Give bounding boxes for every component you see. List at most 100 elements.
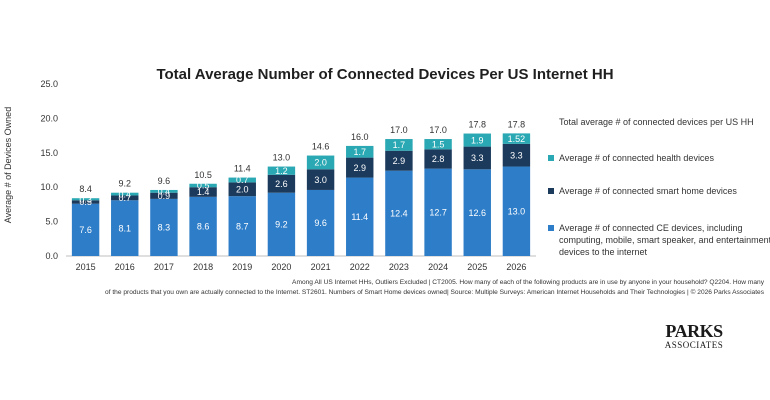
bar-segment: [267, 174, 296, 193]
data-label: 0.4: [158, 187, 171, 197]
data-label: 12.4: [390, 209, 408, 219]
data-label: 7.6: [79, 225, 92, 235]
x-tick-label: 2021: [311, 262, 331, 272]
bar-segment: [189, 187, 217, 197]
bar-segment: [267, 166, 296, 175]
x-tick-label: 2020: [271, 262, 291, 272]
bar-segment: [150, 192, 178, 199]
data-label: 13.0: [508, 206, 526, 216]
bar-segment: [346, 177, 374, 256]
legend-title: Total average # of connected devices per…: [559, 117, 754, 127]
bar-segment: [71, 198, 100, 201]
x-tick-label: 2026: [506, 262, 526, 272]
data-label: 2.6: [275, 179, 288, 189]
bar-segment: [424, 139, 452, 150]
bar-segment: [189, 183, 217, 188]
bar-segment: [189, 196, 217, 256]
x-tick-label: 2018: [193, 262, 213, 272]
bar-segment: [346, 157, 374, 178]
bar-segment: [228, 177, 256, 183]
total-label: 17.8: [468, 120, 486, 130]
total-label: 14.6: [312, 142, 330, 152]
data-label: 0.5: [79, 197, 92, 207]
data-label: 1.2: [275, 166, 288, 176]
bar-segment: [385, 150, 413, 171]
bar-segment: [463, 133, 491, 147]
x-tick-label: 2016: [115, 262, 135, 272]
data-label: 0.7: [118, 193, 131, 203]
legend-label-ce: Average # of connected CE devices, inclu…: [559, 223, 770, 257]
bar-segment: [424, 168, 452, 256]
data-label: 2.9: [353, 163, 366, 173]
data-label: 0.4: [118, 189, 131, 199]
legend-swatch-ce: [548, 225, 554, 231]
legend-item-health: Average # of connected health devices: [548, 152, 770, 164]
data-label: 2.8: [432, 154, 445, 164]
bar-segment: [150, 189, 178, 193]
y-tick-label: 25.0: [40, 79, 58, 89]
bar-segment: [463, 169, 491, 256]
bar-segment: [463, 146, 491, 170]
bar-segment: [150, 198, 178, 256]
data-label: 9.6: [314, 218, 327, 228]
bar-segment: [502, 133, 531, 144]
data-label: 8.3: [158, 223, 171, 233]
bar-segment: [111, 195, 139, 201]
x-tick-label: 2023: [389, 262, 409, 272]
bar-segment: [306, 189, 335, 256]
data-label: 0.9: [158, 191, 171, 201]
bar-segment: [385, 170, 413, 256]
total-label: 17.0: [390, 125, 408, 135]
x-tick-label: 2022: [350, 262, 370, 272]
bar-segment: [111, 192, 139, 196]
bar-segment: [306, 155, 335, 170]
y-tick-label: 0.0: [45, 251, 58, 261]
data-label: 11.4: [351, 212, 368, 222]
total-label: 17.8: [508, 119, 526, 129]
bar-segment: [71, 203, 100, 256]
data-label: 2.9: [393, 156, 406, 166]
data-label: 2.0: [314, 158, 327, 168]
x-tick-label: 2017: [154, 262, 174, 272]
data-label: 0.5: [197, 181, 210, 191]
footnote-line-2: of the products that you own are actuall…: [105, 289, 764, 296]
y-tick-label: 5.0: [45, 217, 58, 227]
y-tick-label: 10.0: [40, 182, 58, 192]
total-label: 9.2: [118, 179, 131, 189]
chart-title: Total Average Number of Connected Device…: [156, 66, 614, 83]
data-label: 12.6: [468, 208, 486, 218]
bar-segment: [502, 143, 531, 167]
bar-segment: [267, 192, 296, 256]
data-label: 9.2: [275, 220, 288, 230]
data-label: 8.7: [236, 221, 249, 231]
data-label: 8.6: [197, 222, 210, 232]
legend-label-smart-home: Average # of connected smart home device…: [559, 186, 737, 196]
bar-segment: [111, 200, 139, 256]
parks-associates-logo: PARKS ASSOCIATES: [644, 322, 744, 351]
legend-label-health: Average # of connected health devices: [559, 153, 714, 163]
logo-line-1: PARKS: [665, 321, 723, 341]
legend-item-ce: Average # of connected CE devices, inclu…: [548, 222, 770, 258]
bar-segment: [228, 196, 256, 256]
bar-segment: [228, 182, 256, 197]
data-label: 0.3: [79, 194, 92, 204]
bar-segment: [424, 149, 452, 169]
footnote-line-1: Among All US Internet HHs, Outliers Excl…: [292, 279, 764, 286]
total-label: 11.4: [234, 164, 251, 174]
total-label: 9.6: [158, 176, 171, 186]
legend-swatch-smart-home: [548, 188, 554, 194]
x-tick-label: 2015: [76, 262, 96, 272]
y-tick-label: 20.0: [40, 113, 58, 123]
bar-segment: [346, 145, 374, 158]
data-label: 12.7: [429, 208, 447, 218]
data-label: 8.1: [118, 223, 131, 233]
data-label: 1.9: [471, 135, 484, 145]
data-label: 3.3: [471, 153, 484, 163]
bar-segment: [502, 166, 531, 256]
x-tick-label: 2024: [428, 262, 448, 272]
bar-segment: [385, 139, 413, 151]
legend-swatch-health: [548, 155, 554, 161]
data-label: 1.52: [508, 134, 526, 144]
data-label: 2.0: [236, 184, 249, 194]
